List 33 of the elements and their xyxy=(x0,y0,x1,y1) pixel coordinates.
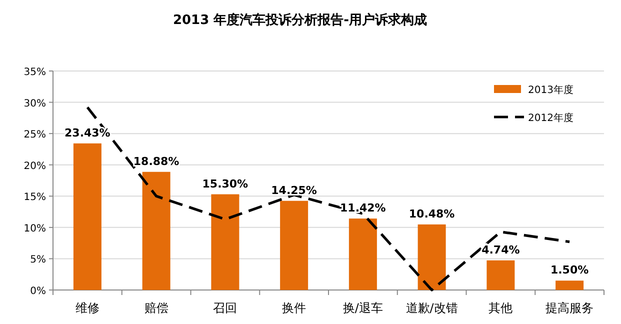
y-tick-label: 5% xyxy=(30,254,46,266)
chart-title: 2013 年度汽车投诉分析报告-用户诉求构成 xyxy=(172,12,428,28)
bar xyxy=(418,224,446,290)
bar xyxy=(211,194,240,290)
data-label: 14.25% xyxy=(271,184,317,197)
x-tick-label: 换件 xyxy=(282,301,306,315)
bar xyxy=(556,280,584,290)
y-tick-label: 15% xyxy=(24,192,46,204)
data-label: 15.30% xyxy=(202,177,248,190)
x-tick-label: 召回 xyxy=(213,301,238,315)
bar xyxy=(280,200,308,290)
bar xyxy=(486,260,515,290)
y-tick-label: 0% xyxy=(30,286,46,297)
y-tick-label: 20% xyxy=(24,160,46,172)
x-tick-label: 维修 xyxy=(75,301,100,315)
bar xyxy=(73,143,102,290)
bar xyxy=(348,218,377,290)
x-tick-label: 提高服务 xyxy=(546,301,594,315)
legend-label: 2013年度 xyxy=(528,84,574,96)
y-tick-label: 10% xyxy=(24,223,46,234)
legend-label: 2012年度 xyxy=(528,112,574,124)
data-label: 4.74% xyxy=(482,243,520,256)
bar xyxy=(142,172,170,290)
data-label: 1.50% xyxy=(550,264,589,277)
x-tick-label: 换/退车 xyxy=(342,301,383,315)
x-tick-label: 道歉/改错 xyxy=(406,301,458,315)
y-tick-label: 35% xyxy=(24,67,46,78)
x-tick-label: 其他 xyxy=(488,301,513,315)
data-label: 10.48% xyxy=(408,207,455,220)
y-tick-label: 25% xyxy=(24,130,46,141)
y-tick-label: 30% xyxy=(24,98,46,110)
x-tick-label: 赔偿 xyxy=(144,301,168,315)
data-label: 18.88% xyxy=(133,154,180,168)
